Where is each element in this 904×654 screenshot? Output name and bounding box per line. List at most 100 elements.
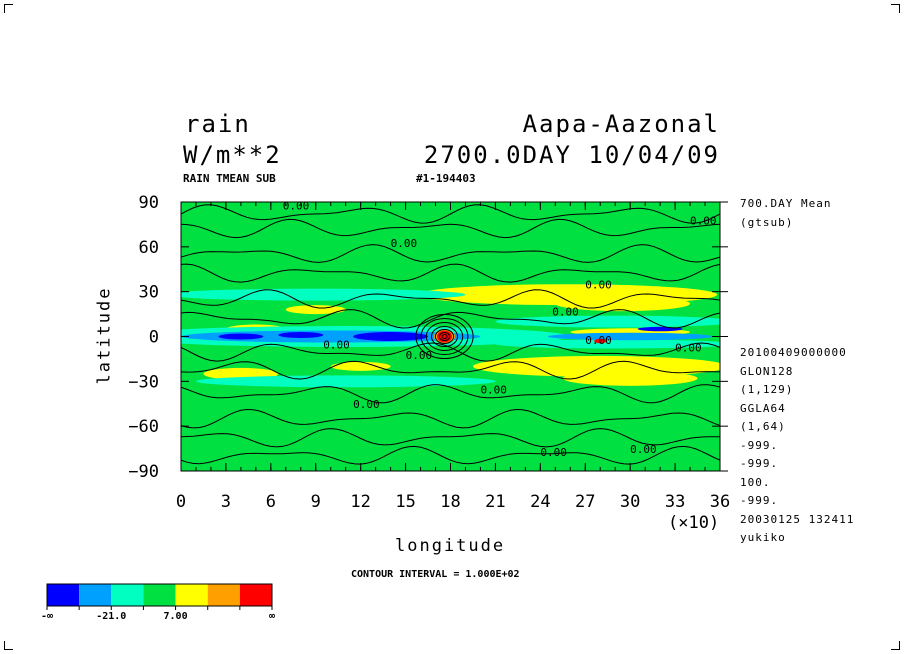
contour-label: 0.00 — [585, 334, 612, 347]
x-tick-label: 12 — [350, 492, 370, 512]
contour-label: 0.00 — [552, 306, 579, 319]
field-patch-cyan — [495, 339, 720, 349]
subtitle-left: RAIN TMEAN SUB — [183, 172, 276, 185]
contour-label: 0.00 — [353, 398, 380, 411]
units-label: W/m**2 — [183, 141, 282, 169]
contour-label: 0.00 — [585, 279, 612, 292]
side-info-line: 20100409000000 — [740, 346, 847, 359]
contour-line — [181, 428, 720, 448]
colorbar-frame — [46, 583, 273, 607]
field-patch-blue — [218, 333, 264, 340]
corner-mark — [891, 641, 900, 650]
x-tick-label: 24 — [530, 492, 550, 512]
colorbar-swatch — [47, 584, 80, 606]
x-tick-label: 3 — [221, 492, 231, 512]
field-patch-cyan — [195, 375, 496, 388]
side-info-line: yukiko — [740, 531, 786, 544]
side-info-line: (gtsub) — [740, 215, 794, 229]
y-tick-label: −30 — [128, 372, 159, 392]
contour-label: 0.00 — [323, 338, 350, 351]
x-tick-label: 36 — [710, 492, 730, 512]
contour-label: 0.00 — [283, 199, 310, 212]
field-patch-yellow — [285, 305, 346, 315]
contour-ring — [431, 326, 459, 347]
field-patch-yellow — [562, 370, 698, 386]
contour-line — [181, 342, 720, 362]
variable-name: rain — [185, 110, 251, 138]
contour-interval: CONTOUR INTERVAL = 1.000E+02 — [351, 569, 520, 580]
contour-label: 0.00 — [406, 349, 433, 362]
contour-label: 0.00 — [690, 214, 717, 227]
side-info-line: 100. — [740, 475, 771, 489]
contour-line — [181, 309, 720, 329]
x-tick-label: 15 — [395, 492, 415, 512]
subtitle-right: #1-194403 — [416, 172, 476, 185]
x-tick-label: 21 — [485, 492, 505, 512]
contour-ring — [434, 329, 455, 344]
field-patch-cyan — [181, 288, 466, 301]
y-tick-label: 60 — [139, 238, 159, 258]
y-tick-label: 0 — [149, 328, 159, 348]
field-patch-blue — [278, 332, 324, 338]
field-patch-yellow — [555, 296, 691, 312]
corner-mark — [891, 4, 900, 13]
contour-ring — [425, 322, 464, 351]
colorbar-swatch — [207, 584, 240, 606]
colorbar-label: ∞ — [269, 611, 275, 622]
corner-mark — [4, 641, 13, 650]
x-tick-label: 0 — [176, 492, 186, 512]
contour-ring — [438, 332, 451, 341]
contour-line — [181, 360, 720, 380]
colorbar-label: 7.00 — [164, 611, 188, 622]
field-layer: 0.00 0.00 0.00 0.00 0.00 0.00 0.00 0.00 0.00 0.00… — [181, 199, 720, 465]
contour-line — [181, 384, 720, 404]
field-patch-yellow — [330, 361, 391, 371]
colorbar-label: -21.0 — [96, 611, 126, 622]
x-tick-label: 27 — [575, 492, 595, 512]
x-tick-label: 33 — [665, 492, 685, 512]
field-patch-cyan — [495, 315, 720, 328]
y-axis-label: latitude — [94, 286, 115, 385]
x-tick-label: 9 — [311, 492, 321, 512]
colorbar-swatch — [111, 584, 144, 606]
contour-line — [181, 408, 720, 429]
side-info-line: -999. — [740, 438, 779, 452]
field-patch-ltblue — [547, 332, 713, 341]
field-patch-red — [594, 338, 607, 344]
y-tick-label: 90 — [139, 193, 159, 213]
colorbar-swatch — [239, 584, 272, 606]
contour-line — [181, 263, 720, 283]
field-patch-blue — [353, 332, 429, 341]
side-info-line: -999. — [740, 494, 779, 507]
contour-ring — [420, 318, 469, 355]
x-tick-label: 6 — [266, 492, 276, 512]
x-multiplier-label: (×10) — [668, 513, 720, 533]
contour-ring — [441, 334, 448, 339]
y-tick-label: −60 — [128, 417, 159, 437]
colorbar-swatch — [79, 584, 112, 606]
contour-label: 0.00 — [630, 443, 657, 456]
side-info-line: GLON128 — [740, 364, 794, 378]
contour-label: 0.00 — [540, 446, 567, 459]
colorbar-label: -∞ — [41, 611, 53, 622]
time-label: 2700.0DAY 10/04/09 — [423, 141, 720, 169]
x-tick-label: 18 — [440, 492, 460, 512]
x-tick-label: 30 — [620, 492, 640, 512]
colorbar-swatch — [143, 584, 176, 606]
x-axis-label: longitude — [395, 536, 506, 556]
colorbar-swatch — [175, 584, 208, 606]
y-tick-label: −90 — [128, 462, 159, 482]
contour-line — [181, 289, 720, 309]
y-tick-label: 30 — [139, 283, 159, 303]
contour-line — [181, 244, 720, 263]
contour-line — [181, 218, 720, 239]
experiment-name: Aapa-Aazonal — [522, 110, 720, 138]
contour-label: 0.00 — [391, 237, 418, 250]
side-info-line: 700.DAY Mean — [740, 197, 832, 210]
corner-mark — [4, 4, 13, 13]
contour-label: 0.00 — [480, 383, 507, 396]
side-info-line: (1,64) — [740, 420, 786, 433]
contour-label: 0.00 — [675, 341, 702, 354]
